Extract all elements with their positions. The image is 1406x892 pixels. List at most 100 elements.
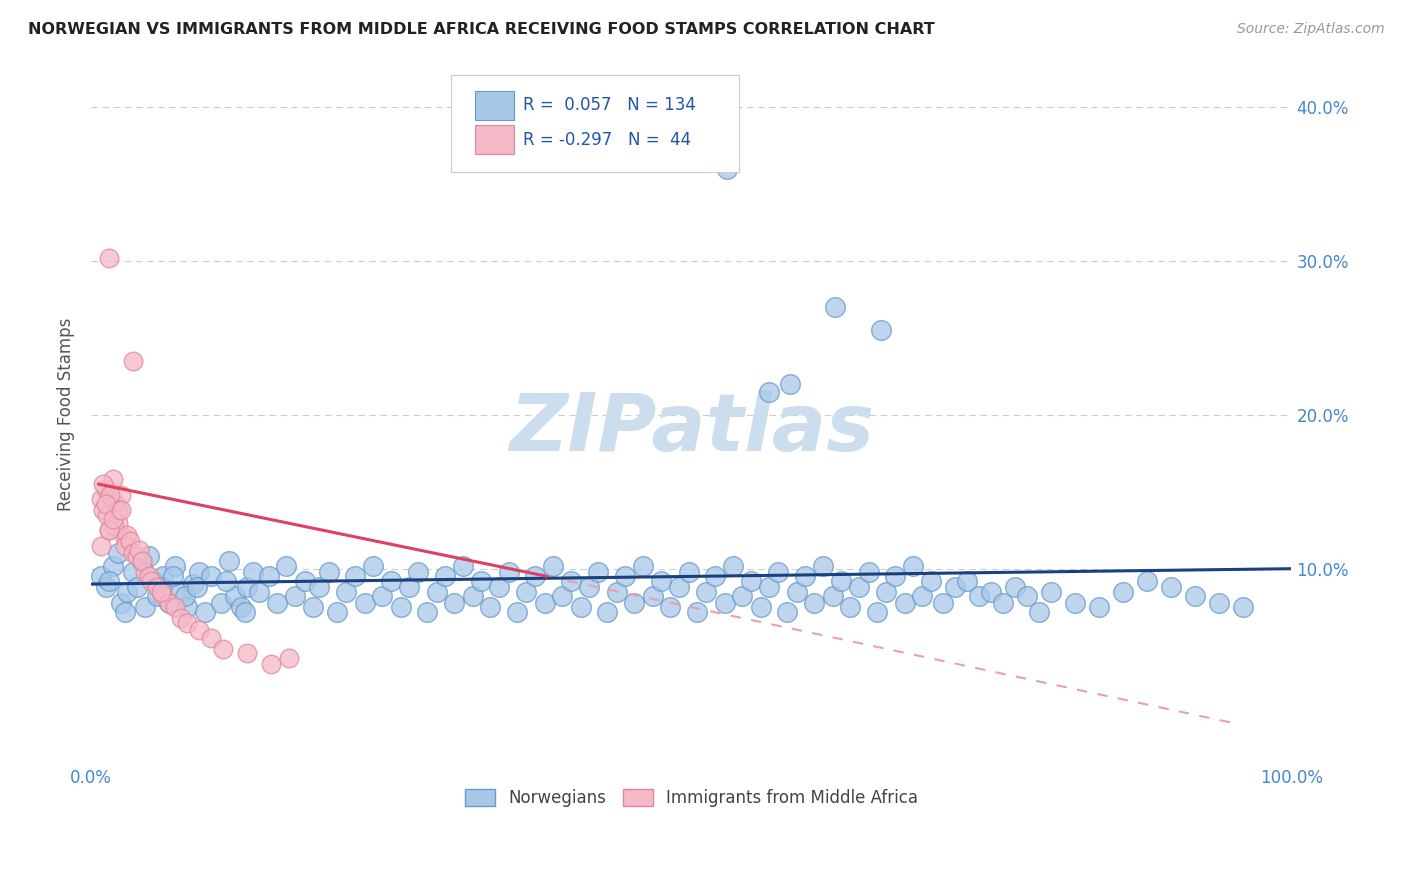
Point [247,584,270,599]
Point [344,569,367,583]
Point [98,251,121,265]
Point [875,584,897,599]
Point [353,596,375,610]
Point [209,596,232,610]
Point [94,482,117,496]
Point [641,590,664,604]
Point [803,596,825,610]
Point [943,580,966,594]
Point [786,584,808,599]
Point [110,503,132,517]
Point [920,574,942,588]
Point [370,590,392,604]
Point [838,600,860,615]
Text: NORWEGIAN VS IMMIGRANTS FROM MIDDLE AFRICA RECEIVING FOOD STAMPS CORRELATION CHA: NORWEGIAN VS IMMIGRANTS FROM MIDDLE AFRI… [28,22,935,37]
Point [623,596,645,610]
Point [157,596,180,610]
Point [633,558,655,573]
Point [858,565,880,579]
Point [1160,580,1182,594]
Point [236,646,259,660]
Point [214,574,236,588]
Point [114,539,136,553]
Point [980,584,1002,599]
Point [596,605,619,619]
Point [146,590,169,604]
Point [380,574,402,588]
Point [181,577,204,591]
Point [824,300,846,314]
Point [318,565,340,579]
Point [101,472,124,486]
Point [157,596,180,610]
Point [776,605,799,619]
Point [1112,584,1135,599]
Point [91,477,114,491]
Point [779,377,801,392]
Point [1136,574,1159,588]
Point [266,596,288,610]
Point [714,596,737,610]
Point [766,565,789,579]
Point [149,584,172,599]
Point [716,161,738,176]
Point [152,569,174,583]
Point [98,574,121,588]
Point [1088,600,1111,615]
Point [695,584,717,599]
Point [231,600,253,615]
Point [98,488,121,502]
Point [115,584,138,599]
Point [614,569,637,583]
Point [284,590,307,604]
Point [125,549,148,564]
Point [668,580,690,594]
Point [98,523,121,537]
Point [813,558,835,573]
Point [903,558,925,573]
Point [1064,596,1087,610]
Point [101,558,124,573]
Point [606,584,628,599]
Point [90,539,112,553]
Point [98,523,121,537]
Point [257,569,280,583]
Point [165,600,187,615]
Point [170,584,193,599]
Point [894,596,917,610]
Point [176,615,198,630]
Point [188,565,211,579]
Point [165,558,187,573]
Point [1232,600,1254,615]
Point [543,558,565,573]
Point [723,558,745,573]
Point [731,590,754,604]
FancyBboxPatch shape [475,91,513,120]
Point [550,590,572,604]
Point [188,624,211,638]
Point [138,569,160,583]
Point [569,600,592,615]
Point [224,590,246,604]
Point [212,641,235,656]
Point [152,590,174,604]
Point [134,600,156,615]
Point [90,569,112,583]
Point [866,605,889,619]
Point [326,605,349,619]
Point [506,605,529,619]
Point [434,569,457,583]
Point [141,574,163,588]
Point [200,631,222,645]
Point [233,605,256,619]
Point [586,565,609,579]
Point [678,565,700,579]
Text: R =  0.057   N = 134: R = 0.057 N = 134 [523,96,696,114]
Point [107,546,129,560]
Point [398,580,420,594]
Point [686,605,709,619]
Y-axis label: Receiving Food Stamps: Receiving Food Stamps [58,318,75,511]
Point [426,584,449,599]
Point [138,549,160,564]
Point [749,600,772,615]
